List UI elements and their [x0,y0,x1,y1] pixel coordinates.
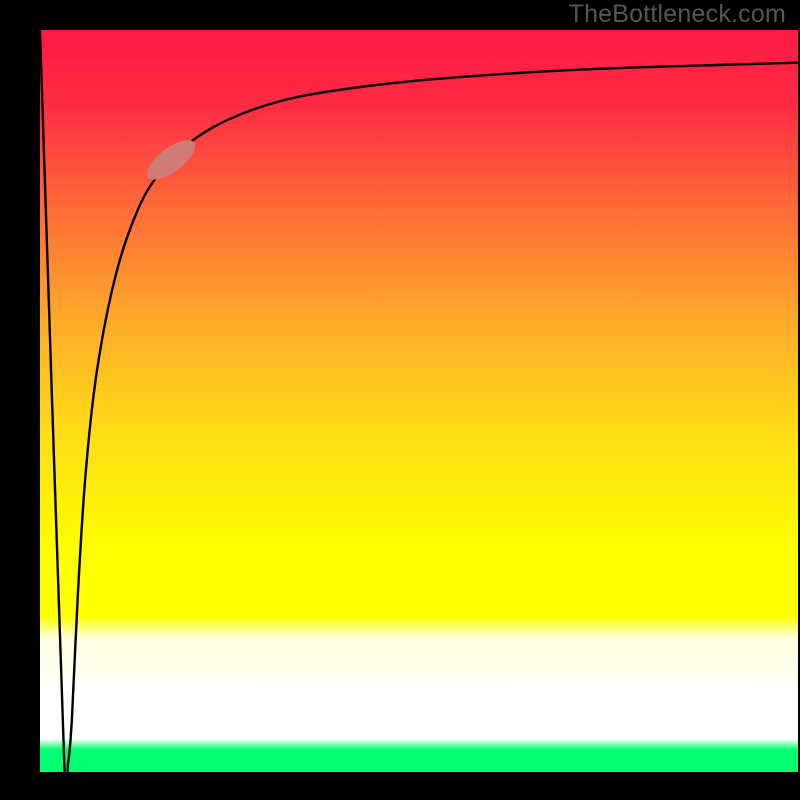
chart-svg [0,0,800,800]
bottleneck-curve [40,30,798,800]
chart-container: TheBottleneck.com [0,0,800,800]
attribution-text: TheBottleneck.com [569,0,786,29]
highlight-marker [141,133,201,187]
